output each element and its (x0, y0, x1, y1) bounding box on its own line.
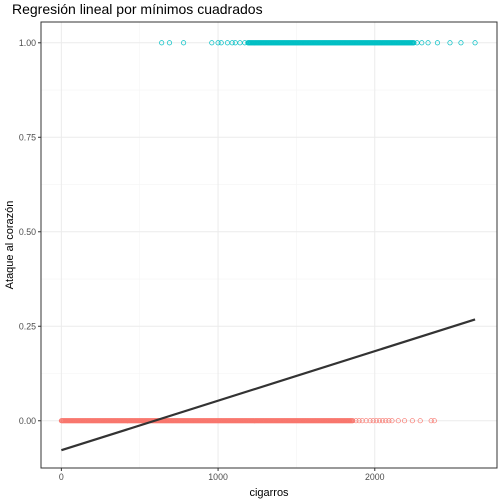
x-tick-label: 1000 (208, 472, 228, 482)
regression-line (61, 318, 476, 452)
y-tick-label: 0.50 (19, 227, 36, 237)
plot-panel-border (40, 21, 498, 469)
chart-title: Regresión lineal por mínimos cuadrados (12, 1, 263, 17)
scatter-point (181, 40, 187, 46)
scatter-point (431, 418, 437, 424)
scatter-point (411, 40, 417, 46)
scatter-point (425, 40, 431, 46)
scatter-points (58, 40, 478, 424)
scatter-point (458, 40, 464, 46)
scatter-point (166, 40, 173, 46)
regression-line-layer (61, 318, 476, 452)
y-axis-title: Ataque al corazón (4, 201, 16, 290)
scatter-point (434, 40, 441, 46)
scatter-point (350, 418, 356, 424)
scatter-point (356, 418, 362, 424)
scatter-point (353, 418, 359, 424)
scatter-point (472, 40, 478, 46)
scatter-point (229, 40, 235, 46)
x-tick-label: 0 (59, 472, 64, 482)
scatter-point (417, 418, 423, 424)
scatter-point (370, 418, 376, 424)
scatter-point (209, 40, 215, 46)
y-tick-label: 0.25 (19, 321, 36, 331)
scatter-point (159, 40, 165, 46)
scatter-point (359, 418, 365, 424)
y-tick-label: 0.75 (19, 132, 36, 142)
scatter-point (389, 418, 395, 424)
scatter-point (373, 418, 379, 424)
scatter-point (447, 40, 453, 46)
x-tick-label: 2000 (365, 472, 385, 482)
scatter-point (363, 418, 369, 424)
axes: 0 1000 2000 0.00 0.25 0.50 0.75 1.00 (19, 38, 385, 482)
scatter-point (409, 418, 415, 424)
scatter-point (215, 40, 221, 46)
scatter-point (428, 418, 434, 424)
scatter-point (386, 418, 392, 424)
scatter-point (395, 418, 401, 424)
scatter-point (376, 418, 383, 424)
scatter-point (218, 40, 224, 46)
scatter-point (419, 40, 425, 46)
x-axis-title: cigarros (249, 487, 289, 499)
grid (41, 22, 497, 468)
scatter-point (401, 418, 408, 424)
scatter-point (383, 418, 389, 424)
scatter-point (380, 418, 386, 424)
y-tick-label: 1.00 (19, 38, 36, 48)
y-tick-label: 0.00 (19, 416, 36, 426)
scatter-point (367, 418, 373, 424)
